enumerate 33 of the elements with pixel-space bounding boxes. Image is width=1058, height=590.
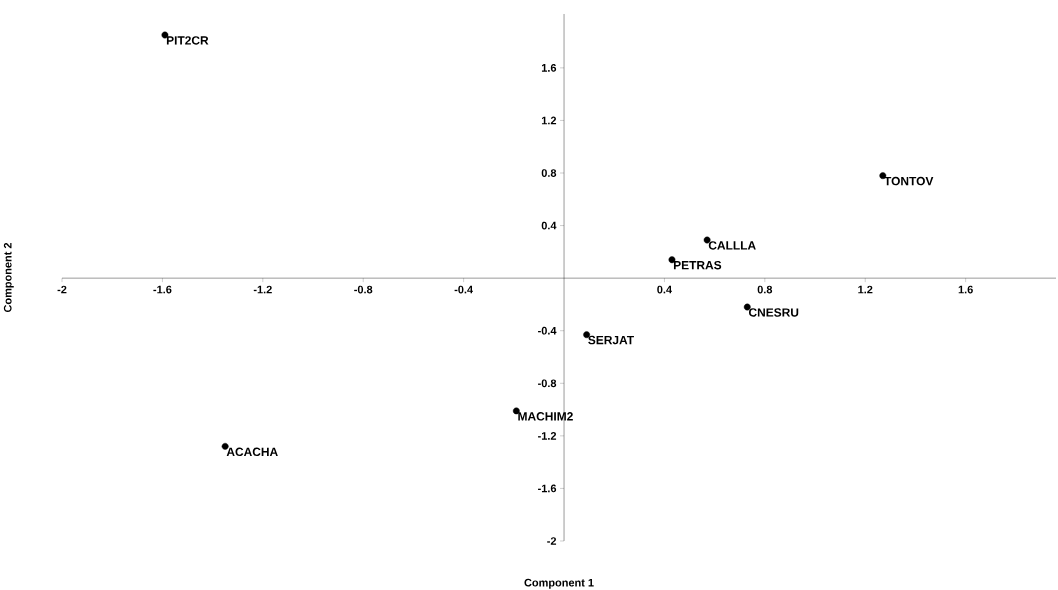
- y-tick-label: -1.2: [538, 432, 557, 440]
- annotation: MACHIM2: [518, 412, 573, 421]
- x-tick-label: 0.8: [757, 285, 773, 294]
- annotation: PIT2CR: [166, 36, 209, 45]
- x-axis-title: Component 1: [524, 578, 594, 589]
- point: [221, 442, 229, 450]
- annotation: CALLLA: [708, 241, 756, 250]
- y-tick-label: 0.4: [541, 221, 557, 230]
- annotation: SERJAT: [588, 335, 634, 345]
- x-tick-label: 1.6: [958, 285, 973, 294]
- annotation: TONTOV: [884, 176, 934, 186]
- x-tick-label: -0.8: [354, 285, 373, 294]
- annotation: CNESRU: [748, 308, 799, 317]
- x-tick-label: 0.4: [657, 285, 672, 294]
- point: [161, 31, 169, 39]
- y-tick-label: 1.2: [541, 116, 557, 125]
- y-tick-label: -2: [547, 537, 557, 545]
- annotation: ACACHA: [226, 447, 278, 457]
- y-tick-label: -0.4: [538, 326, 557, 335]
- point: [743, 303, 751, 311]
- x-tick-label: -2: [57, 285, 67, 294]
- y-tick-label: -1.6: [538, 484, 557, 493]
- point: [512, 407, 520, 415]
- annotation: PETRAS: [673, 260, 722, 270]
- y-axis-title: Component 2: [3, 242, 14, 313]
- y-tick-label: 1.6: [541, 64, 557, 72]
- x-tick-label: 1.2: [858, 285, 873, 294]
- x-tick-label: -1.6: [153, 285, 172, 294]
- point: [668, 256, 676, 264]
- y-tick-label: 0.8: [541, 169, 557, 177]
- x-tick-label: -1.2: [253, 285, 272, 294]
- y-tick-label: -0.8: [538, 379, 557, 388]
- x-tick-label: -0.4: [454, 285, 474, 294]
